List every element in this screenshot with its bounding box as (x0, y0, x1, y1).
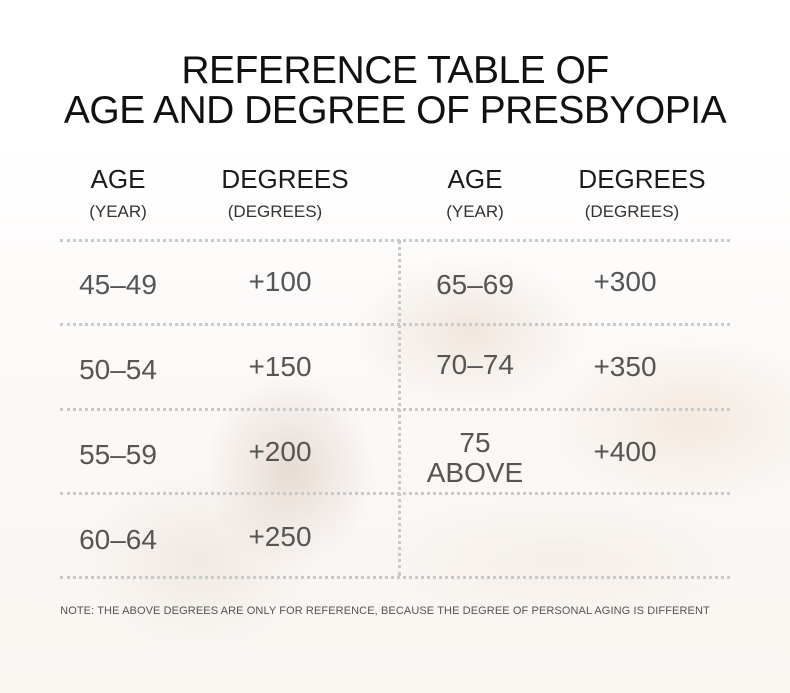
right-degrees-header: DEGREES (578, 164, 706, 194)
right-row-2-degree: +350 (593, 351, 657, 382)
table-divider (60, 576, 730, 579)
table-divider (60, 323, 730, 326)
left-row-2-degree: +150 (248, 351, 312, 382)
left-row-4-degree: +250 (248, 521, 312, 552)
right-row-1-degree: +300 (593, 266, 657, 297)
table-column-divider (398, 240, 401, 576)
left-row-1-degree: +100 (248, 266, 312, 297)
left-row-2-age: 50–54 (79, 354, 157, 385)
footnote: NOTE: THE ABOVE DEGREES ARE ONLY FOR REF… (60, 605, 710, 617)
right-row-3-age-line2: ABOVE (426, 457, 524, 488)
right-age-unit: (YEAR) (446, 202, 504, 221)
left-age-header: AGE (90, 164, 146, 194)
left-row-4-age: 60–64 (79, 524, 157, 555)
left-row-1-age: 45–49 (79, 269, 157, 300)
right-row-3-degree: +400 (593, 436, 657, 467)
left-row-3-degree: +200 (248, 436, 312, 467)
left-degrees-header: DEGREES (221, 164, 349, 194)
title-line-1: REFERENCE TABLE OF (181, 49, 609, 92)
table-divider (60, 408, 730, 411)
right-row-3-age-line1: 75 (459, 427, 491, 458)
right-age-header: AGE (447, 164, 503, 194)
right-row-1-age: 65–69 (436, 269, 514, 300)
left-degrees-unit: (DEGREES) (227, 202, 323, 221)
table-divider (60, 492, 730, 495)
left-row-3-age: 55–59 (79, 439, 157, 470)
right-degrees-unit: (DEGREES) (584, 202, 680, 221)
title-line-2: AGE AND DEGREE OF PRESBYOPIA (63, 89, 727, 132)
table-divider (60, 239, 730, 242)
right-row-2-age: 70–74 (436, 349, 514, 380)
left-age-unit: (YEAR) (89, 202, 147, 221)
